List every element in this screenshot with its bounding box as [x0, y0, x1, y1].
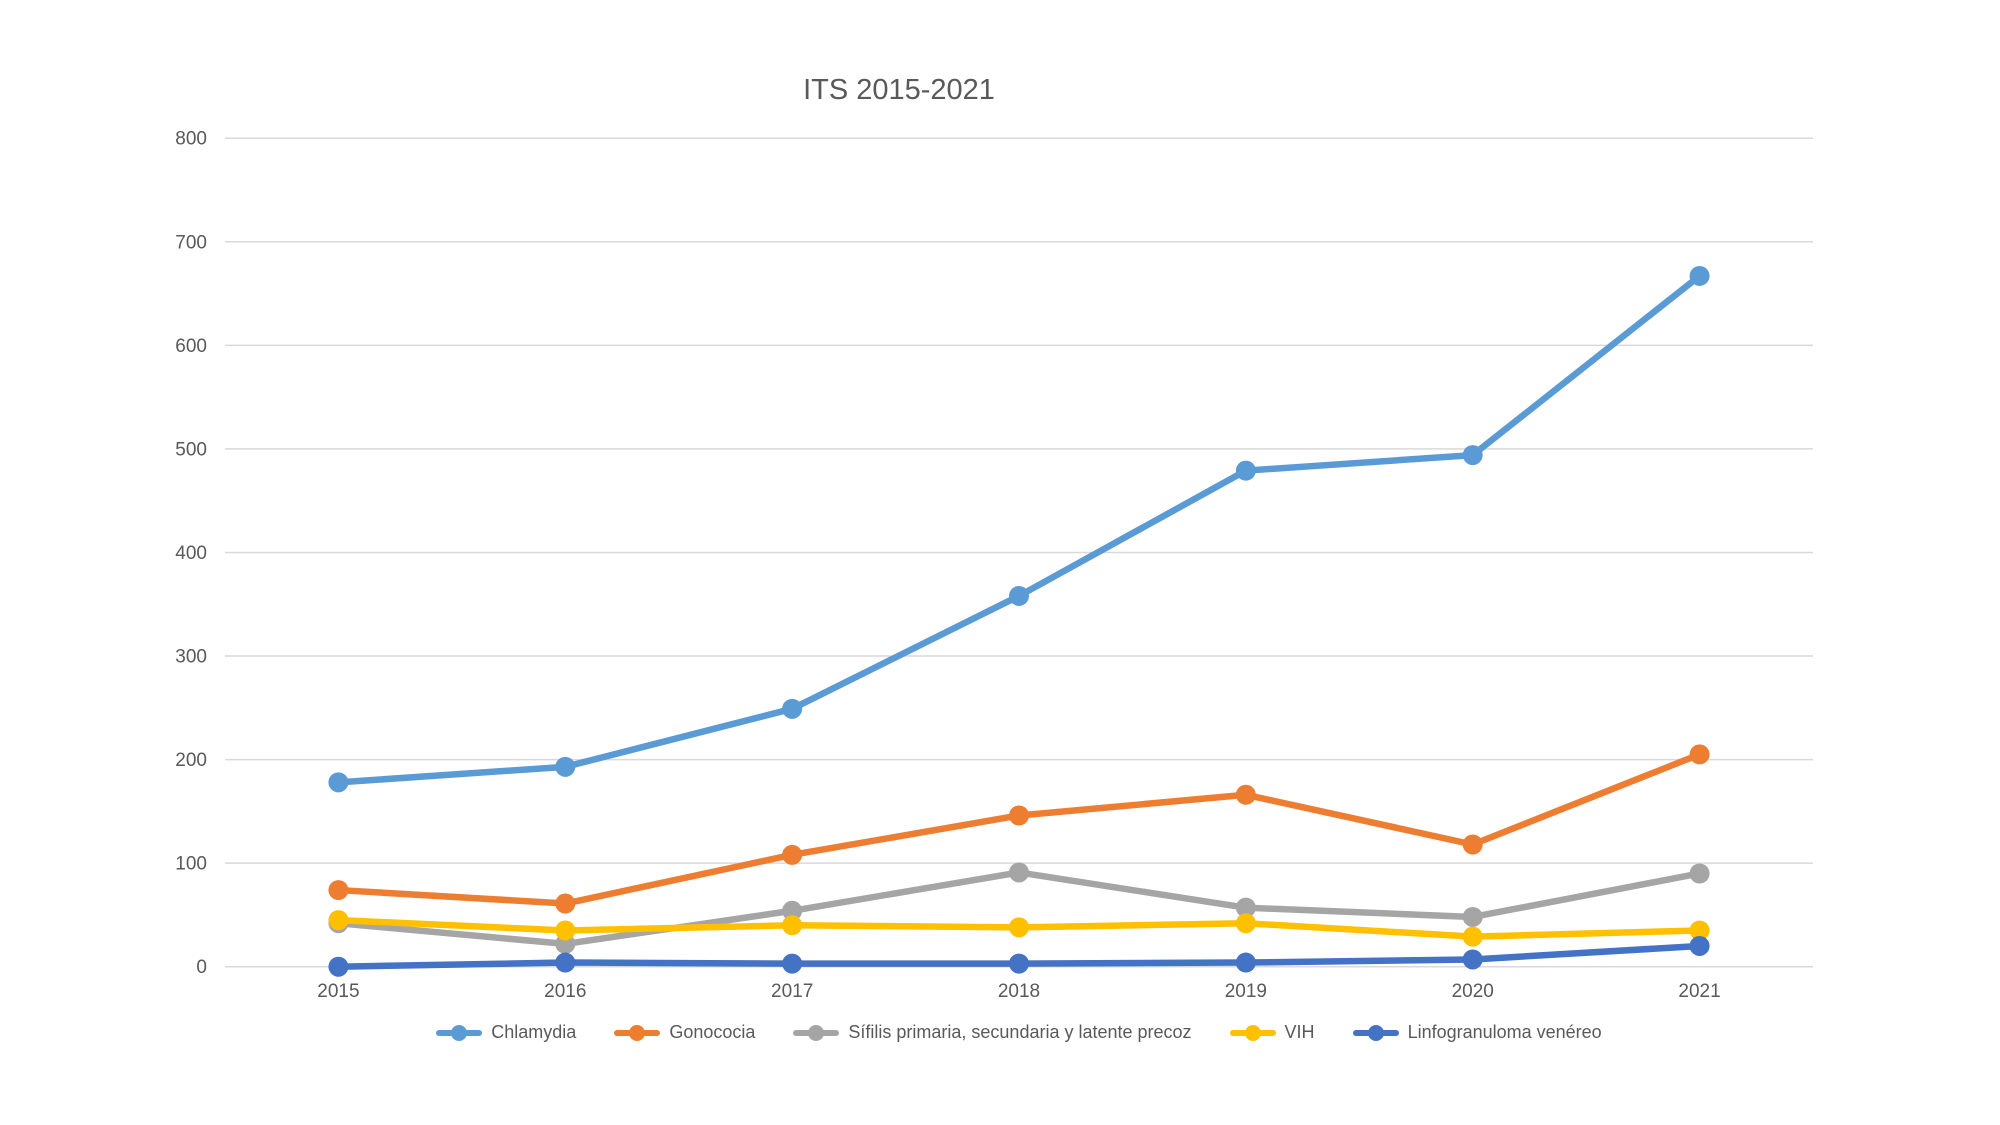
data-point-gonococia-2020 [1462, 834, 1483, 855]
data-point-gonococia-2015 [328, 880, 349, 901]
data-point-sifilis-primaria-secundaria-y-latente-precoz-2017 [782, 900, 803, 921]
y-axis-tick-label: 0 [196, 957, 207, 978]
legend-label: Gonococia [669, 1022, 756, 1042]
y-axis-tick-label: 800 [175, 129, 207, 150]
x-axis-tick-label: 2015 [317, 981, 359, 1002]
data-point-linfogranuloma-venereo-2016 [555, 952, 576, 973]
data-point-gonococia-2016 [555, 893, 576, 914]
y-axis-tick-label: 600 [175, 336, 207, 357]
data-point-chlamydia-2017 [782, 698, 803, 719]
legend-item-vih: VIH [1229, 1022, 1315, 1043]
data-point-chlamydia-2018 [1009, 585, 1029, 606]
data-point-sifilis-primaria-secundaria-y-latente-precoz-2019 [1235, 897, 1256, 918]
data-point-sifilis-primaria-secundaria-y-latente-precoz-2018 [1009, 862, 1029, 883]
data-point-vih-2015 [328, 910, 349, 931]
data-point-linfogranuloma-venereo-2019 [1235, 952, 1256, 973]
data-point-gonococia-2021 [1689, 744, 1710, 765]
series-line-chlamydia [335, 272, 1703, 786]
data-point-gonococia-2018 [1009, 805, 1029, 826]
x-axis-tick-label: 2017 [771, 981, 813, 1002]
x-axis-tick-label: 2019 [1225, 981, 1267, 1002]
legend-item-gonococia: Gonococia [614, 1022, 755, 1043]
data-point-linfogranuloma-venereo-2020 [1462, 949, 1483, 970]
y-axis-tick-label: 700 [175, 232, 207, 253]
legend-label: Sífilis primaria, secundaria y latente p… [848, 1022, 1192, 1042]
y-axis-tick-label: 500 [175, 439, 207, 460]
legend-line-marker-icon [1352, 1023, 1399, 1043]
x-axis-tick-label: 2018 [998, 981, 1040, 1002]
legend-item-chlamydia: Chlamydia [436, 1022, 576, 1043]
data-point-sifilis-primaria-secundaria-y-latente-precoz-2021 [1689, 863, 1710, 884]
data-point-linfogranuloma-venereo-2018 [1009, 953, 1029, 974]
data-point-chlamydia-2015 [328, 772, 349, 793]
legend-label: Linfogranuloma venéreo [1407, 1022, 1602, 1042]
data-point-sifilis-primaria-secundaria-y-latente-precoz-2020 [1462, 906, 1483, 927]
data-point-vih-2021 [1689, 920, 1710, 941]
x-axis-tick-label: 2021 [1678, 981, 1720, 1002]
legend-item-sifilis-primaria-secundaria-y-latente-precoz: Sífilis primaria, secundaria y latente p… [793, 1022, 1192, 1043]
data-point-chlamydia-2016 [555, 756, 576, 777]
data-point-vih-2019 [1235, 913, 1256, 934]
data-point-chlamydia-2020 [1462, 445, 1483, 466]
chart-title: ITS 2015-2021 [803, 74, 995, 106]
legend-label: Chlamydia [491, 1022, 577, 1042]
data-point-linfogranuloma-venereo-2015 [328, 956, 349, 977]
chart-legend: Chlamydia Gonococia Sífilis primaria, secu… [225, 1022, 1813, 1043]
data-point-linfogranuloma-venereo-2017 [782, 953, 803, 974]
legend-item-linfogranuloma-venereo: Linfogranuloma venéreo [1352, 1022, 1602, 1043]
data-point-chlamydia-2019 [1235, 460, 1256, 481]
x-axis-tick-label: 2016 [544, 981, 586, 1002]
legend-line-marker-icon [793, 1023, 840, 1043]
data-point-chlamydia-2021 [1689, 265, 1710, 286]
data-point-vih-2018 [1009, 917, 1029, 938]
data-point-gonococia-2017 [782, 844, 803, 865]
legend-line-marker-icon [1229, 1023, 1276, 1043]
y-axis-tick-label: 400 [175, 543, 207, 564]
y-axis-tick-label: 200 [175, 750, 207, 771]
y-axis-tick-label: 100 [175, 854, 207, 875]
legend-line-marker-icon [614, 1023, 661, 1043]
data-point-vih-2020 [1462, 926, 1483, 947]
data-point-linfogranuloma-venereo-2021 [1689, 935, 1710, 956]
legend-label: VIH [1284, 1022, 1315, 1042]
data-point-gonococia-2019 [1235, 784, 1256, 805]
x-axis-tick-label: 2020 [1452, 981, 1494, 1002]
legend-line-marker-icon [436, 1023, 483, 1043]
data-point-vih-2016 [555, 920, 576, 941]
data-point-vih-2017 [782, 915, 803, 936]
y-axis-tick-label: 300 [175, 647, 207, 668]
